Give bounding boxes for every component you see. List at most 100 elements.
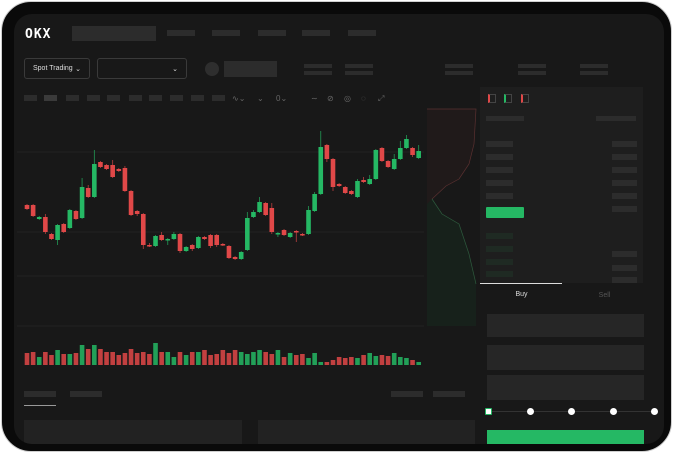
candle-body — [238, 252, 244, 259]
candlestick-chart[interactable] — [14, 14, 664, 444]
volume-bar — [165, 352, 171, 365]
candle-body — [214, 235, 220, 245]
stat-value — [345, 71, 373, 75]
volume-bar — [385, 356, 391, 365]
candle-body — [263, 203, 268, 215]
candle-body — [202, 237, 207, 239]
chart-type-icon[interactable]: ⌄ — [257, 94, 264, 103]
candle-body — [226, 246, 232, 258]
candle-body — [92, 164, 97, 197]
interval-button[interactable] — [149, 95, 162, 101]
candle-body — [349, 191, 354, 194]
candle-body — [171, 234, 177, 239]
tab-sell[interactable]: Sell — [598, 292, 611, 299]
nav-item[interactable] — [258, 30, 286, 36]
interval-button[interactable] — [129, 95, 142, 101]
volume-bar — [61, 354, 67, 365]
pair-select[interactable]: ⌄ — [97, 58, 187, 79]
candle-body — [220, 244, 226, 246]
volume-bar — [220, 350, 226, 365]
search-bar[interactable] — [72, 26, 156, 41]
ask-price — [486, 141, 513, 147]
candle-body — [342, 187, 348, 193]
candle-body — [140, 214, 146, 245]
volume-bar — [171, 357, 177, 365]
last-price — [486, 207, 524, 218]
candle-body — [391, 159, 397, 169]
target-icon[interactable]: ◎ — [344, 94, 351, 103]
volume-bar — [251, 352, 256, 365]
slider-step[interactable] — [526, 408, 534, 415]
nav-item[interactable] — [212, 30, 240, 36]
bottom-action[interactable] — [433, 391, 465, 397]
volume-bar — [24, 353, 30, 365]
candle-body — [367, 179, 373, 184]
tab-open-orders[interactable] — [24, 391, 56, 397]
nav-item[interactable] — [167, 30, 195, 36]
interval-button[interactable] — [212, 95, 225, 101]
volume-bar — [226, 353, 232, 365]
interval-button[interactable] — [24, 95, 37, 101]
interval-button[interactable] — [44, 95, 57, 101]
okx-logo: OKX — [25, 27, 52, 42]
settings-icon[interactable]: ◌ — [361, 94, 366, 103]
candle-body — [398, 148, 403, 159]
slider-step[interactable] — [609, 408, 617, 415]
slider-step[interactable] — [485, 408, 492, 415]
bid-price — [486, 259, 513, 265]
buy-button[interactable] — [487, 430, 644, 444]
candle-body — [300, 234, 305, 236]
candle-body — [153, 236, 158, 246]
interval-button[interactable] — [87, 95, 100, 101]
volume-bar — [92, 345, 97, 365]
draw-icon[interactable]: ⊘ — [327, 94, 334, 103]
nav-item[interactable] — [302, 30, 330, 36]
interval-button[interactable] — [170, 95, 183, 101]
nav-item[interactable] — [348, 30, 376, 36]
slider-step[interactable] — [568, 408, 575, 415]
volume-bar — [404, 358, 409, 365]
price-input[interactable] — [487, 314, 644, 337]
volume-bar — [85, 349, 91, 365]
candle-body — [189, 245, 195, 249]
volume-bar — [104, 352, 109, 365]
volume-bar — [232, 350, 238, 365]
market-select-label: Spot Trading — [33, 65, 73, 72]
bids-only-icon[interactable] — [504, 94, 512, 103]
volume-bar — [336, 357, 342, 365]
indicator-icon[interactable]: ∿⌄ — [232, 94, 246, 103]
orderbook-header — [486, 116, 524, 121]
candle-body — [324, 145, 330, 159]
tab-order-history[interactable] — [70, 391, 102, 397]
volume-bar — [373, 356, 379, 365]
volume-bar — [257, 350, 262, 365]
bottom-action[interactable] — [391, 391, 423, 397]
candle-body — [245, 218, 250, 250]
line-icon[interactable]: ∼ — [311, 94, 318, 103]
volume-bar — [269, 354, 275, 365]
time-icon[interactable]: 0⌄ — [276, 94, 288, 103]
candle-body — [128, 191, 134, 215]
candle-body — [355, 181, 360, 197]
amount-slider-track[interactable] — [492, 411, 658, 412]
total-input[interactable] — [487, 375, 644, 400]
candle-body — [30, 205, 36, 216]
candle-body — [98, 162, 103, 167]
candle-body — [159, 235, 164, 240]
market-select[interactable]: Spot Trading ⌄ — [24, 58, 90, 79]
volume-bar — [214, 354, 220, 365]
interval-button[interactable] — [66, 95, 79, 101]
volume-bar — [281, 357, 287, 365]
volume-bar — [140, 352, 146, 365]
asks-only-icon[interactable] — [521, 94, 529, 103]
slider-step[interactable] — [651, 408, 658, 415]
interval-button[interactable] — [191, 95, 204, 101]
volume-bar — [196, 352, 201, 365]
both-sides-icon[interactable] — [488, 94, 496, 103]
amount-input[interactable] — [487, 345, 644, 370]
interval-button[interactable] — [107, 95, 120, 101]
fullscreen-icon[interactable]: ⤢ — [378, 94, 385, 103]
candle-body — [110, 165, 115, 177]
tab-buy[interactable]: Buy — [515, 291, 528, 298]
candle-body — [85, 188, 91, 197]
